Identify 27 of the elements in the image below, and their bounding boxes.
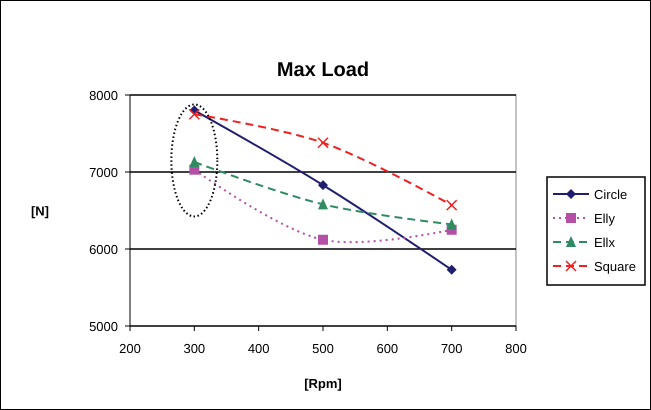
point	[318, 180, 328, 190]
y-axis-title: [N]	[30, 204, 50, 218]
x-tick-label: 700	[440, 341, 463, 356]
x-axis-title: [Rpm]	[304, 376, 342, 391]
legend-label: Square	[594, 259, 636, 274]
legend-label: Circle	[594, 187, 628, 202]
point	[189, 156, 200, 167]
x-tick-label: 400	[248, 341, 270, 356]
y-tick-label: 8000	[89, 88, 118, 103]
point	[446, 264, 457, 275]
point	[446, 199, 458, 211]
x-tick-label: 500	[312, 341, 334, 356]
point	[446, 218, 457, 230]
x-tick-label: 600	[376, 341, 398, 356]
x-tick-label: 300	[183, 341, 206, 356]
chart-title: Max Load	[276, 59, 370, 81]
x-tick-label: 200	[119, 341, 141, 356]
y-tick-label: 6000	[89, 242, 118, 257]
point	[318, 198, 328, 210]
legend-label: Elly	[594, 211, 616, 226]
point	[317, 136, 329, 148]
x-tick-label: 800	[505, 341, 527, 356]
legend-label: Ellx	[594, 235, 616, 250]
point	[318, 234, 328, 245]
y-tick-label: 5000	[89, 319, 118, 334]
y-tick-label: 7000	[89, 165, 118, 180]
point	[188, 108, 200, 120]
